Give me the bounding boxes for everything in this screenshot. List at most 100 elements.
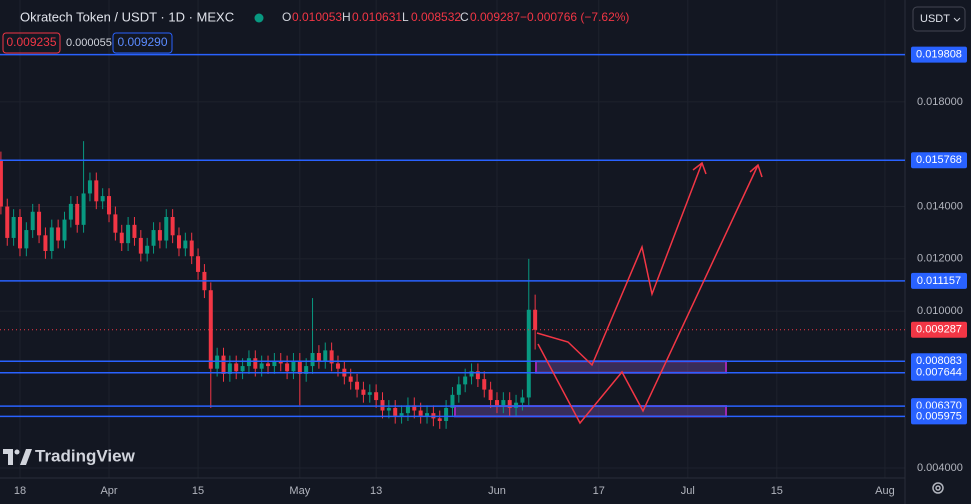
candle-body <box>151 230 156 246</box>
current-price-label: 0.009287 <box>916 324 962 336</box>
candle-body <box>386 407 391 411</box>
logo-mark <box>14 449 20 455</box>
candle-body <box>253 358 258 369</box>
candle-body <box>0 159 3 207</box>
candle-body <box>183 240 188 249</box>
candle-body <box>469 371 474 377</box>
candle-body <box>374 392 379 401</box>
ohlc-value: 0.008532 <box>411 10 461 24</box>
ask[interactable]: 0.009290 <box>117 35 167 49</box>
candle-body <box>17 216 22 249</box>
candle-body <box>259 363 264 369</box>
ohlc-value: 0.010631 <box>352 10 402 24</box>
y-tick-label: 0.014000 <box>917 200 963 212</box>
candle-body <box>266 363 271 367</box>
candle-body <box>107 196 112 215</box>
candle-body <box>507 400 512 408</box>
level-label: 0.005975 <box>916 410 962 422</box>
level-label-box <box>911 152 967 169</box>
candle-body <box>189 240 194 257</box>
arrow-head <box>749 163 763 178</box>
candle-body <box>304 366 309 374</box>
logo-mark <box>3 449 13 465</box>
candle-body <box>113 214 118 233</box>
bid[interactable]: 0.009235 <box>6 35 56 49</box>
sell-box[interactable] <box>2 32 61 54</box>
x-tick-label: 15 <box>192 485 204 497</box>
candle-body <box>520 397 525 403</box>
ohlc-value: 0.010053 <box>292 10 342 24</box>
candle-body <box>380 400 385 411</box>
candle-body <box>482 379 487 390</box>
candle-body <box>367 392 372 395</box>
candle-body <box>399 413 404 416</box>
candle-body <box>355 381 360 390</box>
candle-body <box>361 389 366 395</box>
logo: TradingView <box>3 446 136 465</box>
candle-body <box>494 400 499 406</box>
y-tick-label: 0.018000 <box>917 96 963 108</box>
status-dot <box>254 13 264 23</box>
candle-body <box>450 394 455 408</box>
level-label-box <box>911 364 967 381</box>
symbol-title: Okratech Token / USDT · 1D · MEXC <box>20 9 234 24</box>
ohlc-value: 0.009287 <box>470 10 520 24</box>
candle-body <box>348 376 353 382</box>
candle-body <box>463 376 468 385</box>
x-tick-label: Jul <box>681 485 695 497</box>
candle-body <box>393 407 398 416</box>
candle-body <box>157 230 162 241</box>
level-label-box <box>911 272 967 289</box>
candle-body <box>456 384 461 395</box>
candle-body <box>291 360 296 372</box>
projection-arrows <box>536 161 763 425</box>
candle-body <box>119 232 124 244</box>
candle-body <box>37 211 42 236</box>
candle-body <box>62 219 67 241</box>
settings-icon[interactable] <box>932 482 944 494</box>
y-tick-label: 0.012000 <box>917 253 963 265</box>
zone <box>535 360 727 374</box>
candle-body <box>94 180 99 202</box>
y-tick-label: 0.010000 <box>917 305 963 317</box>
candle-body <box>514 402 519 408</box>
level-label-box <box>911 408 967 425</box>
candle-body <box>475 371 480 380</box>
candle-body <box>335 363 340 369</box>
level-label: 0.007644 <box>916 367 962 379</box>
level-label: 0.011157 <box>917 275 961 287</box>
ohlc-label: H <box>342 10 351 24</box>
candle-body <box>208 290 213 369</box>
buy-box[interactable] <box>112 32 173 54</box>
candle-body <box>310 352 315 367</box>
arrow-path <box>536 162 703 367</box>
candle-body <box>227 363 232 374</box>
candle-body <box>81 193 86 225</box>
price-axis: 0.004000 0.010000 0.012000 0.014000 0.018000 <box>917 96 963 474</box>
candle-body <box>221 355 226 374</box>
x-tick-label: 17 <box>593 485 605 497</box>
candle-body <box>437 418 442 421</box>
currency[interactable]: USDT <box>920 13 950 25</box>
candle-body <box>132 224 137 238</box>
candle-body <box>68 203 73 220</box>
currency-dropdown[interactable] <box>912 6 966 32</box>
candle-body <box>246 358 251 367</box>
candle-body <box>49 227 54 251</box>
candle-body <box>316 352 321 361</box>
gear[interactable] <box>935 485 941 491</box>
gear[interactable] <box>932 482 944 494</box>
candle-body <box>56 227 61 241</box>
candle-body <box>488 389 493 401</box>
candle-body <box>11 216 16 238</box>
candle-body <box>412 405 417 411</box>
time-axis: 18 Apr 15 May 13 Jun 17 Jul 15 Aug <box>14 485 895 497</box>
candle-body <box>272 360 277 367</box>
x-tick-label: Jun <box>488 485 506 497</box>
candle-body <box>444 407 449 421</box>
x-tick-label: 15 <box>771 485 783 497</box>
candle-body <box>285 363 290 372</box>
ohlc-label: O <box>282 10 291 24</box>
